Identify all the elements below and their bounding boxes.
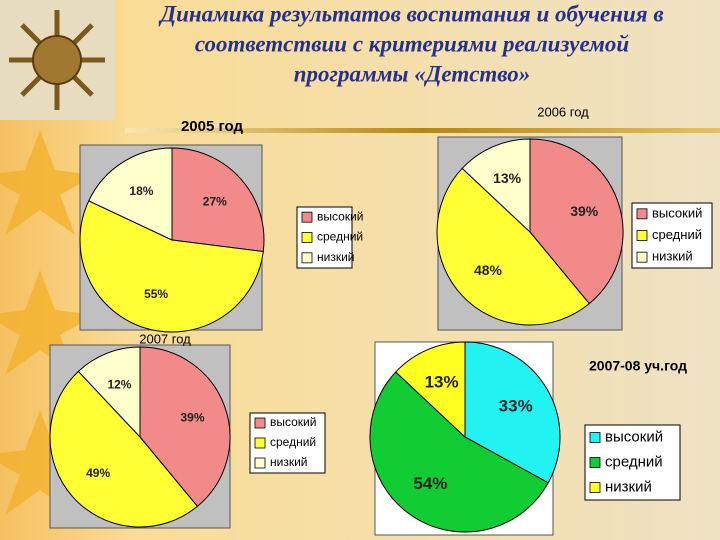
data-label: 33%	[499, 397, 533, 416]
legend-label: низкий	[317, 250, 355, 264]
data-label: 13%	[425, 372, 459, 391]
data-label: 39%	[570, 203, 599, 219]
legend-swatch	[301, 211, 313, 223]
legend-swatch	[589, 457, 601, 468]
legend-swatch	[254, 437, 266, 449]
legend-label: средний	[317, 230, 363, 244]
chart-title: 2005 год	[181, 118, 244, 135]
legend-label: низкий	[605, 478, 652, 495]
legend-swatch	[254, 417, 266, 429]
pie-slice	[369, 371, 549, 533]
page-title: программы «Детство»	[294, 61, 531, 86]
legend-swatch	[636, 251, 648, 263]
legend-swatch	[301, 232, 313, 243]
data-label: 13%	[493, 170, 522, 186]
legend-swatch	[589, 482, 601, 493]
data-label: 12%	[107, 377, 131, 391]
data-label: 39%	[180, 410, 204, 424]
legend-label: низкий	[270, 455, 308, 469]
legend-box	[584, 424, 681, 501]
page-title: соответствии с критериями реализуемой	[195, 31, 630, 56]
data-label: 27%	[203, 194, 227, 208]
chart-title: 2007 год	[139, 331, 191, 346]
data-label: 18%	[129, 184, 153, 198]
pie-slice	[464, 341, 561, 484]
pie-slice	[79, 200, 264, 333]
legend-label: средний	[605, 453, 663, 470]
legend-label: средний	[652, 227, 702, 242]
pie-slice	[139, 346, 231, 508]
chart-title: 2007-08 уч.год	[589, 358, 687, 374]
divider	[125, 128, 720, 133]
chart-title: 2006 год	[537, 104, 589, 119]
pie-slice	[171, 147, 265, 253]
data-label: 55%	[144, 287, 168, 301]
pie-slice	[461, 138, 531, 234]
sun-icon	[9, 10, 105, 110]
data-label: 49%	[86, 466, 110, 480]
pie-slice	[49, 370, 199, 528]
legend-label: высокий	[605, 428, 663, 445]
pie-slice	[395, 341, 466, 439]
page-title: Динамика результатов воспитания и обучен…	[158, 1, 663, 26]
legend-swatch	[636, 230, 648, 241]
legend-swatch	[254, 457, 266, 469]
legend-label: высокий	[652, 205, 702, 220]
legend-label: высокий	[317, 209, 363, 223]
pie-slice	[88, 147, 173, 241]
legend-swatch	[589, 432, 601, 443]
legend-label: высокий	[270, 415, 316, 429]
legend-label: низкий	[652, 249, 693, 264]
sun-decoration	[0, 130, 95, 515]
data-label: 54%	[413, 474, 447, 493]
pie-slice	[436, 167, 590, 326]
legend-swatch	[636, 208, 648, 220]
pie-slice	[77, 346, 141, 439]
legend-label: средний	[270, 435, 316, 449]
pie-slice	[529, 138, 624, 305]
data-label: 48%	[474, 262, 503, 278]
legend-swatch	[301, 252, 313, 264]
